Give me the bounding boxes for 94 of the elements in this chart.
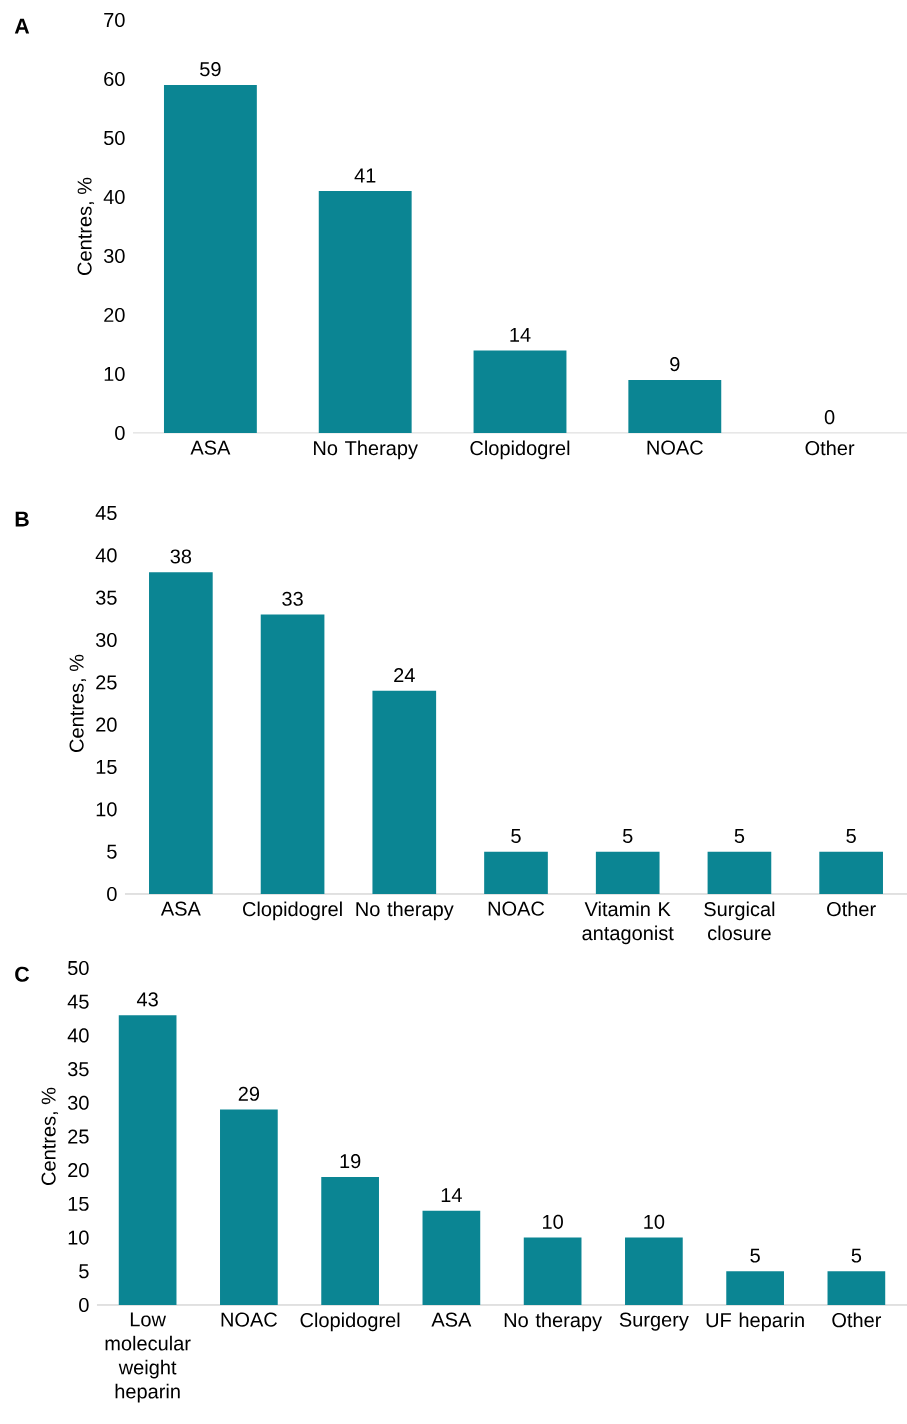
x-tick-label: ASA — [160, 901, 201, 916]
bar — [260, 614, 325, 894]
bar — [118, 1015, 177, 1305]
chart-title: B — [15, 511, 29, 527]
y-tick-label: 45 — [67, 994, 89, 1009]
bar — [625, 1237, 683, 1305]
y-tick-label: 10 — [96, 802, 117, 817]
bar — [819, 851, 883, 894]
x-tick-label: ASA — [431, 1312, 472, 1327]
data-label: 29 — [238, 1086, 260, 1101]
x-tick-label: ASA — [190, 440, 231, 455]
y-tick-label: 10 — [104, 366, 125, 382]
bar — [484, 851, 548, 894]
data-label: 14 — [510, 327, 531, 342]
x-tick-label: No therapy — [504, 1312, 603, 1332]
bar — [628, 379, 722, 433]
y-tick-label: 0 — [107, 886, 117, 902]
data-label: 43 — [136, 992, 158, 1007]
data-label: 5 — [750, 1248, 760, 1263]
bar — [523, 1237, 582, 1305]
data-label: 5 — [851, 1248, 862, 1263]
chart-title: A — [14, 18, 30, 34]
bar — [318, 191, 412, 433]
y-tick-label: 30 — [67, 1095, 89, 1110]
y-tick-label: 40 — [95, 548, 117, 563]
x-tick-label: Low molecular weight heparin — [105, 1312, 191, 1403]
y-axis-title: Centres, % — [69, 654, 87, 752]
x-tick-label: Clopidogrel — [470, 440, 570, 460]
data-label: 5 — [511, 828, 521, 843]
x-tick-label: NOAC — [221, 1312, 277, 1327]
x-tick-label: Other — [832, 1312, 882, 1328]
bar — [595, 851, 660, 894]
data-label: 9 — [670, 357, 680, 372]
y-tick-label: 50 — [67, 960, 89, 976]
data-label: 5 — [846, 828, 856, 843]
y-tick-label: 50 — [103, 130, 125, 146]
data-label: 14 — [441, 1188, 462, 1202]
bar — [372, 690, 437, 894]
x-tick-label: Vitamin K antagonist — [582, 901, 674, 945]
bar — [220, 1109, 278, 1305]
x-tick-label: No therapy — [356, 901, 454, 921]
x-tick-label: Clopidogrel — [300, 1312, 400, 1332]
data-label: 5 — [622, 828, 633, 843]
data-label: 24 — [394, 668, 415, 683]
data-label: 59 — [200, 62, 221, 77]
data-label: 38 — [170, 549, 192, 564]
data-label: 41 — [354, 168, 376, 183]
bar — [163, 84, 257, 433]
y-tick-label: 30 — [95, 632, 117, 648]
data-label: 10 — [644, 1214, 665, 1229]
bar — [827, 1271, 886, 1305]
y-axis-title: Centres, % — [77, 177, 95, 275]
bar — [726, 1271, 784, 1305]
y-tick-label: 20 — [104, 307, 125, 323]
x-tick-label: Surgical closure — [704, 901, 775, 941]
x-tick-label: Other — [805, 440, 855, 456]
bar — [321, 1176, 379, 1305]
x-tick-label: No Therapy — [314, 440, 418, 460]
bar — [149, 572, 213, 894]
y-tick-label: 25 — [68, 1129, 89, 1144]
y-tick-label: 5 — [79, 1264, 89, 1279]
bar — [473, 350, 567, 433]
y-tick-label: 30 — [103, 248, 125, 264]
x-tick-label: Other — [827, 901, 876, 917]
y-axis-title: Centres, % — [41, 1087, 59, 1185]
y-tick-label: 25 — [96, 675, 117, 690]
y-tick-label: 10 — [68, 1230, 89, 1245]
bar — [707, 851, 772, 894]
y-tick-label: 20 — [68, 1163, 89, 1178]
x-tick-label: NOAC — [647, 440, 703, 455]
y-tick-label: 60 — [104, 71, 125, 87]
y-tick-label: 5 — [107, 844, 117, 859]
x-tick-label: UF heparin — [706, 1312, 804, 1332]
x-tick-label: NOAC — [488, 901, 545, 916]
y-tick-label: 0 — [79, 1297, 89, 1313]
bar — [422, 1210, 481, 1305]
y-tick-label: 40 — [67, 1028, 89, 1043]
x-tick-label: Clopidogrel — [243, 901, 342, 921]
data-label: 19 — [340, 1154, 361, 1169]
y-tick-label: 70 — [104, 12, 125, 28]
x-tick-label: Surgery — [619, 1312, 689, 1331]
y-tick-label: 20 — [96, 717, 117, 732]
y-tick-label: 45 — [95, 506, 117, 520]
y-tick-label: 35 — [67, 1062, 89, 1077]
data-label: 0 — [824, 410, 835, 425]
chart-title: C — [15, 966, 30, 982]
y-tick-label: 40 — [103, 189, 125, 205]
data-label: 33 — [282, 591, 303, 606]
y-tick-label: 35 — [95, 590, 117, 605]
data-label: 5 — [734, 828, 745, 843]
data-label: 10 — [543, 1214, 563, 1229]
y-tick-label: 15 — [68, 1196, 89, 1211]
y-tick-label: 0 — [115, 425, 125, 441]
y-tick-label: 15 — [96, 760, 117, 774]
